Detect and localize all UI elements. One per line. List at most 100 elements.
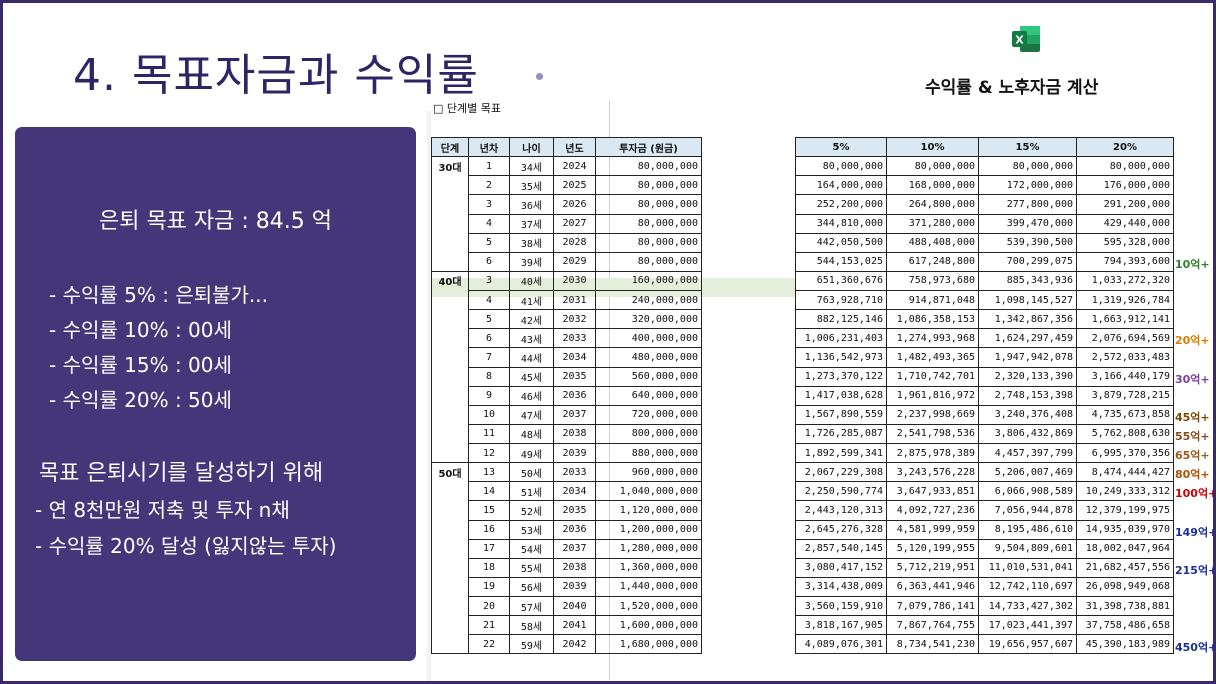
principal-cell: 560,000,000 [595,366,702,387]
table-row: 164,000,000 168,000,000 172,000,000 176,000… [795,175,1174,196]
age-cell: 55세 [509,557,554,578]
age-cell: 52세 [509,500,554,521]
table-row: 5 42세 2032 320,000,000 [431,309,702,330]
table-row: 1,567,890,559 2,237,998,669 3,240,376,408 4… [795,404,1174,425]
age-cell: 38세 [509,232,554,253]
principal-cell: 160,000,000 [595,270,702,292]
table-row: 7 44세 2034 480,000,000 [431,347,702,368]
value-20-cell: 45,390,183,989 [1076,634,1174,655]
principal-cell: 960,000,000 [595,462,702,483]
age-cell: 53세 [509,519,554,540]
value-5-cell: 3,080,417,152 [795,557,887,578]
principal-cell: 1,280,000,000 [595,538,702,559]
year-cell: 2034 [553,481,596,502]
value-5-cell: 1,417,038,628 [795,385,887,406]
stage-cell: 50대 [431,462,469,482]
stage-cell [431,520,469,540]
age-cell: 54세 [509,538,554,559]
stage-cell [431,386,469,406]
value-10-cell: 1,086,358,153 [886,309,979,330]
value-5-cell: 1,892,599,341 [795,442,887,464]
header-age: 나이 [509,136,554,158]
page-title: 4. 목표자금과 수익률 [73,50,479,101]
year-count-cell: 19 [468,576,510,598]
principal-cell: 80,000,000 [595,156,702,177]
stage-cell [431,558,469,578]
principal-cell: 800,000,000 [595,423,702,445]
principal-cell: 720,000,000 [595,404,702,425]
value-5-cell: 252,200,000 [795,194,887,215]
table-header-row: 5% 10% 15% 20% [795,136,1174,158]
table-row: 22 59세 2042 1,680,000,000 [431,634,702,655]
value-5-cell: 442,050,500 [795,232,887,253]
excel-icon: X [1012,26,1040,52]
value-20-cell: 794,393,600 [1076,251,1174,272]
table-row: 2,857,540,145 5,120,199,955 9,504,809,601 1… [795,538,1174,559]
stage-cell [431,634,469,655]
table-row: 10 47세 2037 720,000,000 [431,404,702,425]
value-20-cell: 10,249,333,312 [1076,481,1174,502]
goal-text: 은퇴 목표 자금 : 84.5 억 [98,209,333,234]
title-accent-dot [536,73,543,80]
value-15-cell: 277,800,000 [978,194,1077,215]
table-row: 651,360,676 758,973,680 885,343,936 1,033,2… [795,270,1174,292]
year-cell: 2029 [553,251,596,272]
value-15-cell: 1,098,145,527 [978,289,1077,311]
year-cell: 2031 [553,289,596,311]
table-row: 3,080,417,152 5,712,219,951 11,010,531,041… [795,557,1174,578]
age-cell: 40세 [509,270,554,292]
year-cell: 2042 [553,634,596,655]
value-15-cell: 80,000,000 [978,156,1077,177]
age-cell: 48세 [509,423,554,445]
year-cell: 2026 [553,194,596,215]
value-10-cell: 7,867,764,755 [886,615,979,636]
stage-cell [431,328,469,348]
stage-cell [431,233,469,253]
stage-label: □ 단계별 목표 [433,102,501,115]
year-cell: 2032 [553,309,596,330]
stage-cell [431,405,469,425]
year-cell: 2040 [553,595,596,617]
principal-cell: 640,000,000 [595,385,702,406]
principal-cell: 80,000,000 [595,213,702,234]
table-row: 442,050,500 488,408,000 539,390,500 595,328… [795,232,1174,253]
value-10-cell: 3,647,933,851 [886,481,979,502]
value-10-cell: 2,237,998,669 [886,404,979,425]
value-10-cell: 758,973,680 [886,270,979,292]
table-row: 8 45세 2035 560,000,000 [431,366,702,387]
table-row: 2,645,276,328 4,581,999,959 8,195,486,610 1… [795,519,1174,540]
age-cell: 51세 [509,481,554,502]
value-15-cell: 1,342,867,356 [978,309,1077,330]
table-row: 882,125,146 1,086,358,153 1,342,867,356 1,6… [795,309,1174,330]
table-row: 17 54세 2037 1,280,000,000 [431,538,702,559]
year-cell: 2038 [553,423,596,445]
value-20-cell: 2,572,033,483 [1076,347,1174,368]
value-20-cell: 5,762,808,630 [1076,423,1174,445]
value-5-cell: 544,153,025 [795,251,887,272]
table-row: 30대 1 34세 2024 80,000,000 [431,156,702,177]
table-row: 3,560,159,910 7,079,786,141 14,733,427,302… [795,595,1174,617]
value-5-cell: 1,273,370,122 [795,366,887,387]
year-cell: 2037 [553,538,596,559]
stage-cell [431,290,469,310]
value-15-cell: 7,056,944,878 [978,500,1077,521]
value-20-cell: 1,663,912,141 [1076,309,1174,330]
year-cell: 2036 [553,385,596,406]
table-row: 544,153,025 617,248,800 700,299,075 794,393… [795,251,1174,272]
value-20-cell: 14,935,039,970 [1076,519,1174,540]
value-5-cell: 2,857,540,145 [795,538,887,559]
value-15-cell: 2,320,133,390 [978,366,1077,387]
summary-panel: 은퇴 목표 자금 : 84.5 억 - 수익률 5% : 은퇴불가... - 수… [15,127,416,661]
table-row: 3,314,438,009 6,363,441,946 12,742,110,697… [795,576,1174,598]
stage-cell [431,214,469,234]
value-20-cell: 3,166,440,179 [1076,366,1174,387]
svg-text:X: X [1015,34,1024,47]
principal-cell: 880,000,000 [595,442,702,464]
value-20-cell: 595,328,000 [1076,232,1174,253]
table-row: 18 55세 2038 1,360,000,000 [431,557,702,578]
value-20-cell: 18,002,047,964 [1076,538,1174,559]
value-5-cell: 1,726,285,087 [795,423,887,445]
value-15-cell: 14,733,427,302 [978,595,1077,617]
principal-cell: 1,600,000,000 [595,615,702,636]
header-year-count: 년차 [468,136,510,158]
